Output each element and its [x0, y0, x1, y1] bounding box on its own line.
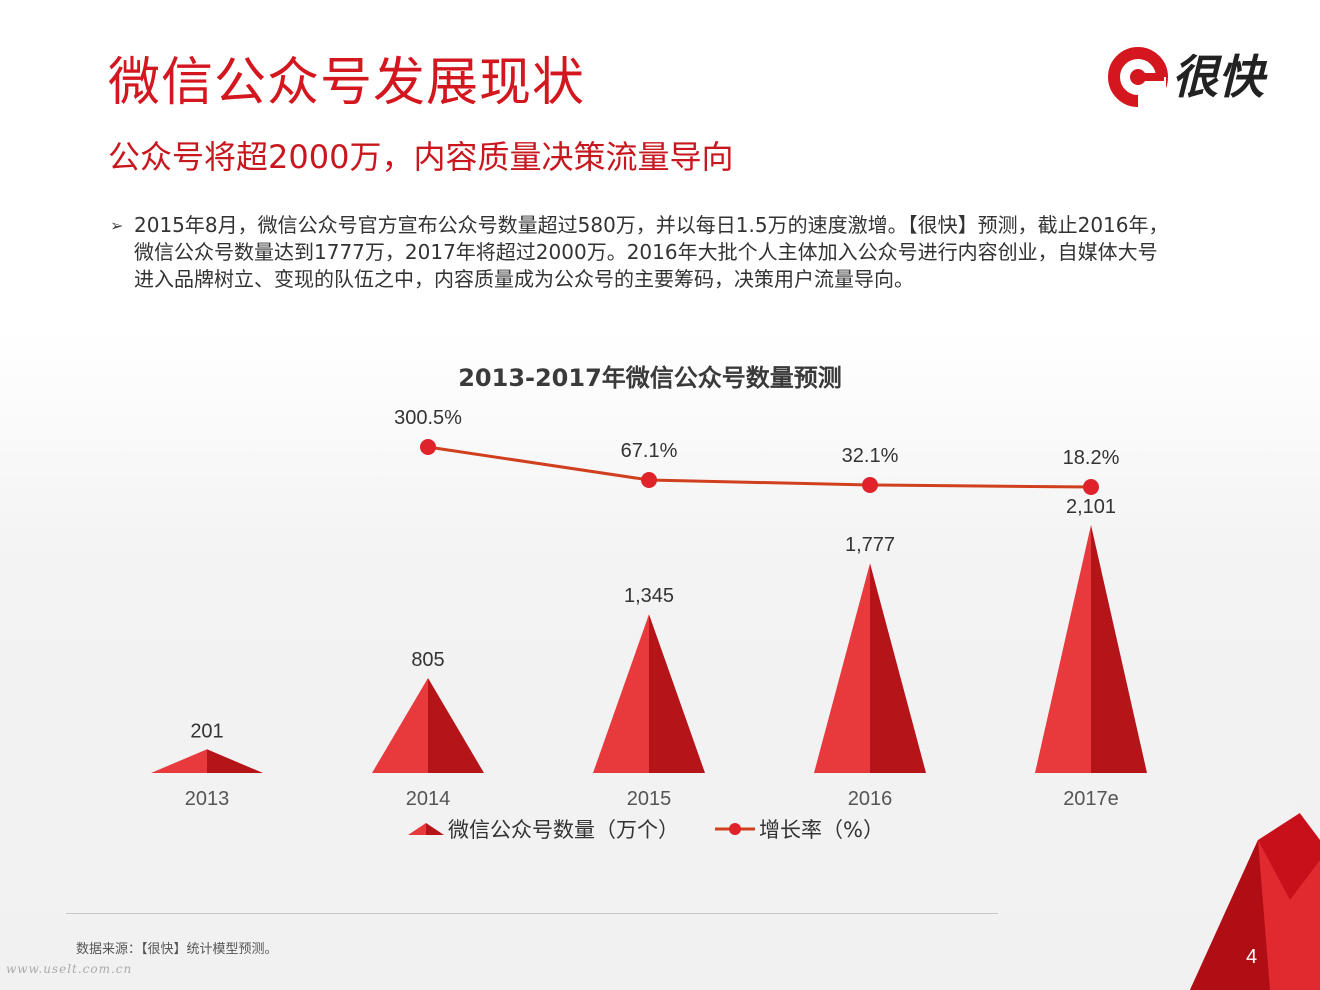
legend-label-growth: 增长率（%）: [759, 818, 884, 842]
x-tick-label: 2017e: [1063, 788, 1119, 810]
bar-value-label: 1,345: [624, 585, 674, 607]
bar-right-face: [1091, 525, 1147, 773]
legend-item-count: 微信公众号数量（万个）: [408, 814, 679, 844]
growth-point: [862, 477, 878, 493]
legend-triangle-icon: [408, 823, 444, 835]
brand-logo: 很快: [1108, 46, 1288, 108]
data-source-note: 数据来源：【很快】统计模型预测。: [76, 942, 278, 957]
page-number: 4: [1246, 946, 1258, 968]
bar-value-label: 805: [411, 649, 444, 671]
bar-left-face: [151, 749, 207, 773]
growth-value-label: 18.2%: [1063, 447, 1120, 469]
growth-value-label: 67.1%: [621, 440, 678, 462]
bar-value-label: 1,777: [845, 534, 895, 556]
bar-value-label: 201: [190, 720, 223, 742]
summary-bullet: ➢ 2015年8月，微信公众号官方宣布公众号数量超过580万，并以每日1.5万的…: [110, 212, 1270, 293]
footer-divider: [66, 913, 998, 914]
x-tick-label: 2014: [406, 788, 451, 810]
legend-line-marker-icon: [715, 823, 755, 835]
growth-point: [420, 439, 436, 455]
corner-mountain-decoration: [1190, 800, 1320, 990]
bullet-line: 2015年8月，微信公众号官方宣布公众号数量超过580万，并以每日1.5万的速度…: [134, 213, 1169, 237]
x-tick-label: 2013: [185, 788, 230, 810]
bar-value-label: 2,101: [1066, 496, 1116, 518]
bar-right-face: [428, 677, 484, 773]
legend-item-growth: 增长率（%）: [715, 814, 884, 844]
chart-legend: 微信公众号数量（万个） 增长率（%）: [408, 814, 920, 844]
bar-left-face: [593, 614, 649, 773]
slide-subtitle: 公众号将超2000万，内容质量决策流量导向: [108, 138, 734, 176]
slide-title: 微信公众号发展现状: [108, 53, 586, 113]
growth-point: [641, 472, 657, 488]
bullet-line: 微信公众号数量达到1777万，2017年将超过2000万。2016年大批个人主体…: [134, 240, 1158, 264]
growth-point: [1083, 479, 1099, 495]
bar-right-face: [870, 563, 926, 773]
growth-series-line: [427, 445, 1092, 489]
growth-value-label: 32.1%: [842, 445, 899, 467]
bullet-arrow-icon: ➢: [110, 216, 124, 235]
bar-left-face: [814, 563, 870, 773]
bar-right-face: [649, 614, 705, 773]
logo-text: 很快: [1172, 50, 1264, 104]
legend-label-count: 微信公众号数量（万个）: [448, 818, 679, 842]
bar-left-face: [1035, 525, 1091, 773]
x-tick-label: 2015: [627, 788, 672, 810]
bullet-line: 进入品牌树立、变现的队伍之中，内容质量成为公众号的主要筹码，决策用户流量导向。: [134, 267, 914, 291]
watermark: www.uselt.com.cn: [6, 962, 133, 976]
chart-title: 2013-2017年微信公众号数量预测: [458, 364, 842, 392]
bar-right-face: [207, 749, 263, 773]
logo-ring-icon: [1108, 47, 1168, 108]
growth-value-label: 300.5%: [394, 407, 462, 429]
bar-left-face: [372, 677, 428, 773]
x-tick-label: 2016: [848, 788, 893, 810]
